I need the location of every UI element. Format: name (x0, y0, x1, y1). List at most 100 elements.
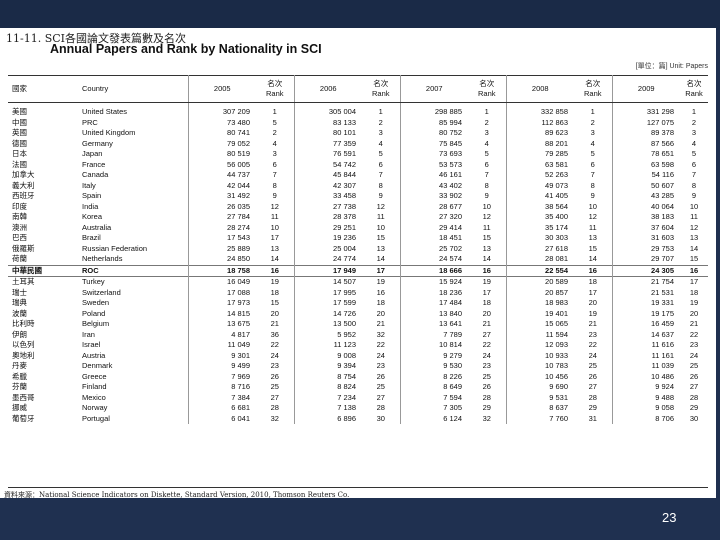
papers-cell: 7 138 (337, 403, 356, 412)
rank-cell: 21 (256, 319, 295, 330)
rank-cell: 15 (362, 233, 401, 244)
rank-cell: 19 (256, 276, 295, 288)
papers-cell: 8 716 (231, 382, 250, 391)
table-row: 波蘭 Poland 14 815 20 14 726 20 13 840 20 19 401 19… (8, 308, 708, 319)
papers-cell: 63 581 (545, 159, 568, 169)
rank-cell: 9 (256, 191, 295, 202)
papers-cell: 24 850 (227, 254, 250, 263)
papers-cell: 9 394 (337, 361, 356, 370)
rank-cell: 8 (574, 180, 613, 191)
rank-cell: 3 (362, 128, 401, 139)
rank-cell: 28 (256, 403, 295, 414)
country-zh-cell: 奧地利 (12, 350, 35, 360)
papers-cell: 27 738 (333, 201, 356, 211)
papers-cell: 22 554 (545, 265, 568, 275)
rank-cell: 10 (574, 201, 613, 212)
rank-cell: 25 (468, 371, 507, 382)
papers-cell: 20 589 (545, 277, 568, 286)
papers-cell: 52 263 (545, 170, 568, 179)
rank-cell: 2 (574, 117, 613, 128)
rank-cell: 6 (691, 159, 697, 169)
papers-cell: 28 677 (439, 201, 462, 211)
rank-cell: 2 (468, 117, 507, 128)
papers-cell: 76 591 (333, 149, 356, 158)
papers-cell: 29 414 (439, 222, 462, 232)
rank-cell: 16 (689, 265, 699, 275)
papers-cell: 83 133 (333, 117, 356, 127)
table-row: 比利時 Belgium 13 675 21 13 500 21 13 641 21 15 065… (8, 319, 708, 330)
papers-cell: 6 124 (443, 413, 462, 423)
papers-cell: 38 564 (545, 201, 568, 211)
rank-cell: 1 (256, 102, 295, 118)
country-zh-cell: 南韓 (12, 212, 27, 221)
papers-cell: 27 618 (545, 243, 568, 253)
header-rank: 名次 Rank (362, 75, 401, 103)
rank-cell: 12 (256, 201, 295, 212)
rank-cell: 6 (468, 159, 507, 170)
table-row: 日本 Japan 80 519 3 76 591 5 73 693 5 79 285 5 78 65… (8, 149, 708, 160)
rank-cell: 14 (574, 254, 613, 265)
papers-cell: 27 320 (439, 212, 462, 221)
rank-cell: 19 (689, 298, 699, 307)
papers-cell: 25 004 (333, 243, 356, 253)
table-row: 中華民國 ROC 18 758 16 17 949 17 18 666 16 22 554 16 2… (8, 265, 708, 277)
papers-cell: 8 226 (443, 371, 462, 381)
rank-cell: 26 (256, 371, 295, 382)
rank-cell: 13 (256, 243, 295, 254)
rank-cell: 22 (574, 340, 613, 351)
papers-cell: 46 161 (439, 170, 462, 179)
papers-cell: 21 754 (651, 277, 674, 286)
document-page: 11-11. SCI各國論文發表篇數及名次 Annual Papers and … (0, 28, 716, 498)
papers-cell: 8 637 (549, 403, 568, 412)
table-row: 墨西哥 Mexico 7 384 27 7 234 27 7 594 28 9 531 28 9 4… (8, 392, 708, 403)
rank-cell: 28 (574, 392, 613, 403)
papers-cell: 7 594 (443, 392, 462, 402)
source-note: 資料來源：National Science Indicators on Disk… (4, 491, 350, 498)
papers-cell: 9 690 (549, 382, 568, 391)
papers-cell: 18 758 (227, 265, 250, 275)
papers-cell: 307 209 (222, 107, 250, 116)
rank-cell: 14 (468, 254, 507, 265)
rank-cell: 5 (362, 149, 401, 160)
rank-cell: 30 (689, 413, 699, 423)
rank-cell: 31 (574, 413, 613, 424)
rank-cell: 26 (689, 371, 699, 381)
papers-cell: 24 574 (439, 254, 462, 263)
papers-cell: 77 359 (333, 138, 356, 148)
papers-cell: 112 863 (541, 117, 568, 127)
main-title: Annual Papers and Rank by Nationality in… (50, 42, 322, 56)
rank-cell: 19 (468, 276, 507, 288)
papers-cell: 8 754 (337, 371, 356, 381)
rank-cell: 10 (468, 201, 507, 212)
country-en-cell: Italy (80, 180, 189, 191)
rank-cell: 27 (574, 382, 613, 393)
country-zh-cell: 比利時 (12, 319, 35, 328)
rank-cell: 16 (256, 265, 295, 277)
papers-cell: 127 075 (646, 117, 674, 127)
papers-cell: 75 845 (439, 138, 462, 148)
rank-cell: 18 (362, 298, 401, 309)
papers-cell: 80 741 (227, 128, 250, 137)
table-row: 瑞典 Sweden 17 973 15 17 599 18 17 484 18 18 983 20… (8, 298, 708, 309)
rank-cell: 15 (468, 233, 507, 244)
country-zh-cell: 德國 (12, 138, 27, 148)
rank-cell: 25 (689, 361, 699, 370)
country-en-cell: United States (80, 102, 189, 118)
table-bottom-rule (8, 487, 708, 488)
rank-cell: 22 (468, 340, 507, 351)
country-zh-cell: 澳洲 (12, 222, 27, 232)
papers-cell: 42 307 (333, 180, 356, 190)
rank-cell: 29 (689, 403, 699, 412)
rank-cell: 32 (362, 329, 401, 340)
rank-cell: 7 (574, 170, 613, 181)
table-row: 希臘 Greece 7 969 26 8 754 26 8 226 25 10 456 26 10 … (8, 371, 708, 382)
papers-cell: 35 174 (545, 222, 568, 232)
papers-cell: 7 305 (443, 403, 462, 412)
papers-cell: 31 492 (227, 191, 250, 200)
rank-cell: 11 (362, 212, 401, 223)
papers-cell: 85 994 (439, 117, 462, 127)
papers-cell: 24 305 (651, 265, 674, 275)
papers-cell: 42 044 (227, 180, 250, 190)
rank-cell: 23 (574, 329, 613, 340)
papers-cell: 17 995 (333, 287, 356, 297)
